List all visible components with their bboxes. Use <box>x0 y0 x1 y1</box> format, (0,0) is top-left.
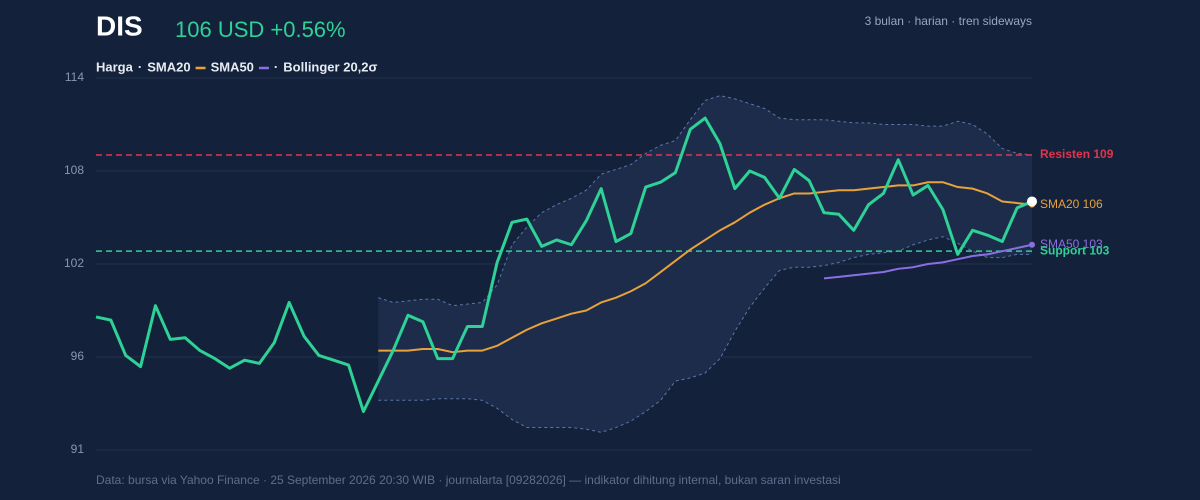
bollinger-upper <box>378 95 1033 307</box>
series-line <box>378 181 1033 354</box>
series-line <box>823 243 1033 280</box>
y-tick-label: 114 <box>65 70 84 84</box>
chart-subtitle: 106 USD +0.56% <box>175 17 346 42</box>
legend-label: · <box>138 59 142 74</box>
bollinger-lower <box>378 236 1032 433</box>
chart-title: DIS <box>96 10 143 41</box>
legend-label: · <box>274 59 278 74</box>
legend-label: SMA50 <box>211 59 254 74</box>
y-tick-label: 96 <box>71 349 85 363</box>
reference-label: Support 103 <box>1040 243 1110 257</box>
bollinger-band-fill <box>378 95 1032 433</box>
end-label: SMA50 103 <box>1040 237 1103 251</box>
y-tick-label: 91 <box>71 442 85 456</box>
footer: Data: bursa via Yahoo Finance · 25 Septe… <box>96 473 841 487</box>
reference-label: Resisten 109 <box>1040 147 1114 161</box>
end-label: SMA20 106 <box>1040 197 1103 211</box>
series-line <box>95 116 1033 414</box>
legend-label: Harga <box>96 59 134 74</box>
y-tick-label: 102 <box>64 256 84 270</box>
y-tick-label: 108 <box>64 163 84 177</box>
legend-label: SMA20 <box>147 59 190 74</box>
legend-label: Bollinger 20,2σ <box>283 59 377 74</box>
end-dot <box>1029 241 1035 248</box>
note: 3 bulan · harian · tren sideways <box>865 14 1032 28</box>
end-dot <box>1027 196 1037 207</box>
